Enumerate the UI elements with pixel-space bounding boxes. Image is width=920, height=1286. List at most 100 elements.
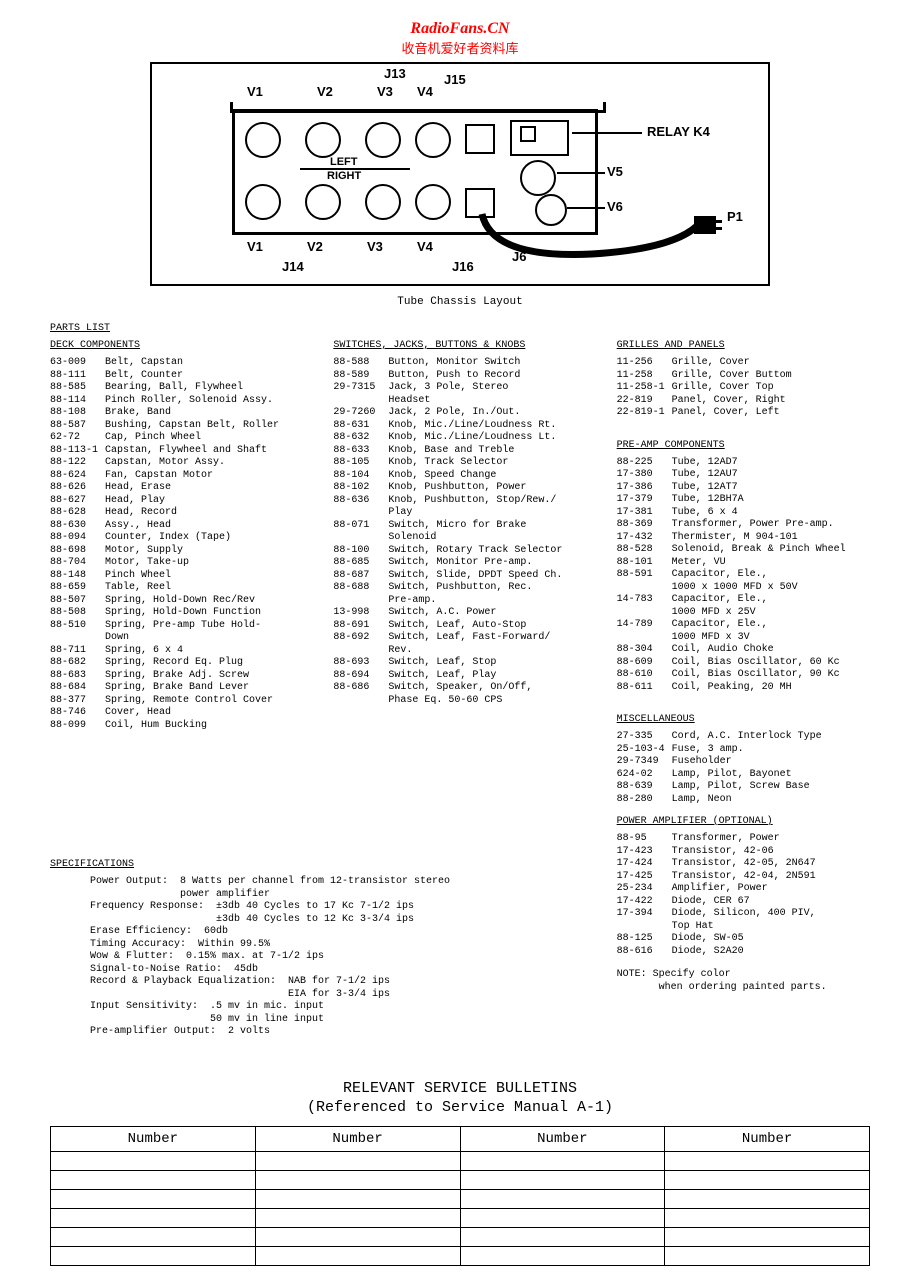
part-description: Knob, Track Selector bbox=[388, 457, 508, 470]
parts-row: 88-627Head, Play bbox=[50, 495, 303, 508]
parts-row: 88-102Knob, Pushbutton, Power bbox=[333, 482, 586, 495]
part-description: Button, Monitor Switch bbox=[388, 357, 520, 370]
parts-row: 88-688Switch, Pushbutton, Rec. bbox=[333, 582, 586, 595]
parts-row: 22-819-1Panel, Cover, Left bbox=[617, 407, 870, 420]
part-description: Coil, Peaking, 20 MH bbox=[672, 682, 792, 695]
parts-row: 25-234Amplifier, Power bbox=[617, 883, 870, 896]
label-v5: V5 bbox=[607, 164, 623, 179]
part-description: Fuse, 3 amp. bbox=[672, 744, 744, 757]
parts-row: 88-114Pinch Roller, Solenoid Assy. bbox=[50, 395, 303, 408]
part-number: 88-704 bbox=[50, 557, 105, 570]
part-number: 17-425 bbox=[617, 871, 672, 884]
part-number: 88-624 bbox=[50, 470, 105, 483]
label-j16: J16 bbox=[452, 259, 474, 274]
parts-row: 17-379Tube, 12BH7A bbox=[617, 494, 870, 507]
part-number: 88-104 bbox=[333, 470, 388, 483]
part-number bbox=[333, 695, 388, 708]
part-description: Solenoid, Break & Pinch Wheel bbox=[672, 544, 846, 557]
part-description: Head, Play bbox=[105, 495, 165, 508]
part-number: 88-686 bbox=[333, 682, 388, 695]
part-description: Button, Push to Record bbox=[388, 370, 520, 383]
parts-row: 17-381Tube, 6 x 4 bbox=[617, 507, 870, 520]
parts-row: 88-684Spring, Brake Band Lever bbox=[50, 682, 303, 695]
part-number bbox=[617, 582, 672, 595]
part-number: 88-631 bbox=[333, 420, 388, 433]
part-number: 88-711 bbox=[50, 645, 105, 658]
part-description: Knob, Base and Treble bbox=[388, 445, 514, 458]
bulletins-header: Number bbox=[665, 1126, 870, 1151]
part-number: 88-588 bbox=[333, 357, 388, 370]
parts-row: 1000 MFD x 25V bbox=[617, 607, 870, 620]
part-number bbox=[617, 607, 672, 620]
parts-row: 88-510Spring, Pre-amp Tube Hold- bbox=[50, 620, 303, 633]
part-number: 88-114 bbox=[50, 395, 105, 408]
parts-row: Rev. bbox=[333, 645, 586, 658]
parts-row: Solenoid bbox=[333, 532, 586, 545]
label-v4-bot: V4 bbox=[417, 239, 433, 254]
part-number: 88-102 bbox=[333, 482, 388, 495]
parts-row: 88-686Switch, Speaker, On/Off, bbox=[333, 682, 586, 695]
part-description: Spring, Remote Control Cover bbox=[105, 695, 273, 708]
part-description: Switch, A.C. Power bbox=[388, 607, 496, 620]
parts-row: 88-225Tube, 12AD7 bbox=[617, 457, 870, 470]
part-number: 88-683 bbox=[50, 670, 105, 683]
part-description: Pre-amp. bbox=[388, 595, 436, 608]
part-description: Knob, Mic./Line/Loudness Rt. bbox=[388, 420, 556, 433]
part-number: 88-611 bbox=[617, 682, 672, 695]
parts-row: 88-636Knob, Pushbutton, Stop/Rew./ bbox=[333, 495, 586, 508]
part-number bbox=[50, 632, 105, 645]
part-number: 88-688 bbox=[333, 582, 388, 595]
parts-row: Phase Eq. 50-60 CPS bbox=[333, 695, 586, 708]
parts-row: 17-424Transistor, 42-05, 2N647 bbox=[617, 858, 870, 871]
part-number bbox=[333, 595, 388, 608]
label-v3-bot: V3 bbox=[367, 239, 383, 254]
part-description: Switch, Leaf, Play bbox=[388, 670, 496, 683]
part-number: 17-386 bbox=[617, 482, 672, 495]
parts-row: 11-256Grille, Cover bbox=[617, 357, 870, 370]
parts-row: 88-659Table, Reel bbox=[50, 582, 303, 595]
part-number: 88-693 bbox=[333, 657, 388, 670]
bulletins-title: RELEVANT SERVICE BULLETINS (Referenced t… bbox=[50, 1079, 870, 1118]
part-number: 88-225 bbox=[617, 457, 672, 470]
part-description: Thermister, M 904-101 bbox=[672, 532, 798, 545]
part-number: 88-685 bbox=[333, 557, 388, 570]
part-number: 14-789 bbox=[617, 619, 672, 632]
part-description: Coil, Hum Bucking bbox=[105, 720, 207, 733]
part-number: 88-95 bbox=[617, 833, 672, 846]
part-number: 88-632 bbox=[333, 432, 388, 445]
parts-row: 14-783Capacitor, Ele., bbox=[617, 594, 870, 607]
part-number: 17-381 bbox=[617, 507, 672, 520]
part-number: 88-589 bbox=[333, 370, 388, 383]
table-row bbox=[51, 1246, 870, 1265]
watermark-site: RadioFans.CN bbox=[50, 20, 870, 38]
label-p1: P1 bbox=[727, 209, 743, 224]
parts-row: 88-148Pinch Wheel bbox=[50, 570, 303, 583]
part-description: Spring, 6 x 4 bbox=[105, 645, 183, 658]
part-number bbox=[333, 645, 388, 658]
part-description: Fan, Capstan Motor bbox=[105, 470, 213, 483]
parts-row: 88-100Switch, Rotary Track Selector bbox=[333, 545, 586, 558]
part-description: Knob, Speed Change bbox=[388, 470, 496, 483]
parts-row: Headset bbox=[333, 395, 586, 408]
part-description: Meter, VU bbox=[672, 557, 726, 570]
parts-row: 29-7315Jack, 3 Pole, Stereo bbox=[333, 382, 586, 395]
part-number: 88-280 bbox=[617, 794, 672, 807]
parts-row: 17-432Thermister, M 904-101 bbox=[617, 532, 870, 545]
part-number: 11-258 bbox=[617, 370, 672, 383]
part-description: 1000 MFD x 25V bbox=[672, 607, 756, 620]
bulletins-title-l1: RELEVANT SERVICE BULLETINS bbox=[343, 1080, 577, 1097]
part-description: Grille, Cover bbox=[672, 357, 750, 370]
part-description: Motor, Supply bbox=[105, 545, 183, 558]
part-number: 88-113-1 bbox=[50, 445, 105, 458]
part-description: Coil, Audio Choke bbox=[672, 644, 774, 657]
part-description: Rev. bbox=[388, 645, 412, 658]
poweramp-heading: POWER AMPLIFIER (OPTIONAL) bbox=[617, 816, 870, 827]
part-number: 17-432 bbox=[617, 532, 672, 545]
part-number: 17-424 bbox=[617, 858, 672, 871]
part-description: Panel, Cover, Right bbox=[672, 395, 786, 408]
part-number: 624-02 bbox=[617, 769, 672, 782]
part-description: Knob, Pushbutton, Power bbox=[388, 482, 526, 495]
parts-row: 624-02Lamp, Pilot, Bayonet bbox=[617, 769, 870, 782]
part-number: 88-125 bbox=[617, 933, 672, 946]
parts-row: 88-587Bushing, Capstan Belt, Roller bbox=[50, 420, 303, 433]
